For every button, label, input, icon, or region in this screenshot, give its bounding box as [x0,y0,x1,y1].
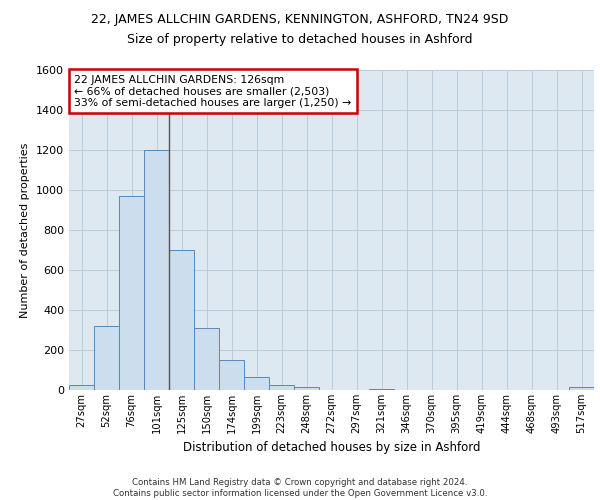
Bar [69,385,94,390]
Text: 22, JAMES ALLCHIN GARDENS, KENNINGTON, ASHFORD, TN24 9SD: 22, JAMES ALLCHIN GARDENS, KENNINGTON, A… [91,12,509,26]
Bar [169,250,194,390]
Bar [569,387,594,390]
Bar [144,150,169,390]
X-axis label: Distribution of detached houses by size in Ashford: Distribution of detached houses by size … [183,442,480,454]
Y-axis label: Number of detached properties: Number of detached properties [20,142,31,318]
Bar [94,326,119,390]
Bar [219,360,244,390]
Text: Contains HM Land Registry data © Crown copyright and database right 2024.
Contai: Contains HM Land Registry data © Crown c… [113,478,487,498]
Bar [269,385,294,390]
Bar [294,387,319,390]
Text: Size of property relative to detached houses in Ashford: Size of property relative to detached ho… [127,32,473,46]
Bar [119,196,144,390]
Bar [369,389,394,390]
Bar [244,377,269,390]
Text: 22 JAMES ALLCHIN GARDENS: 126sqm
← 66% of detached houses are smaller (2,503)
33: 22 JAMES ALLCHIN GARDENS: 126sqm ← 66% o… [74,75,352,108]
Bar [194,328,219,390]
